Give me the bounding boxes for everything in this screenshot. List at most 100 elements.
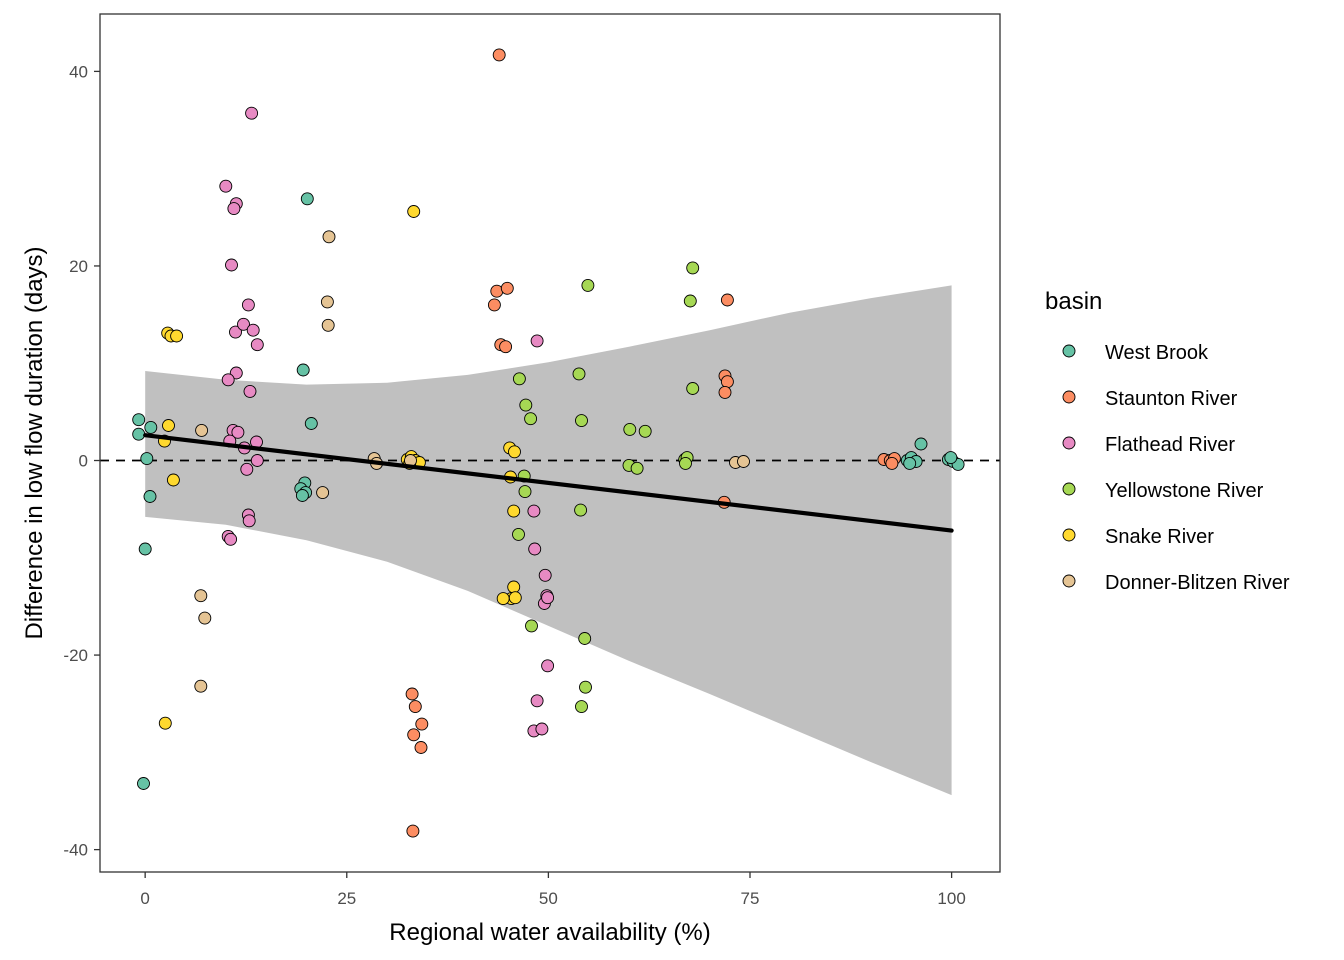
data-point (575, 700, 588, 714)
data-point (718, 385, 732, 399)
legend-item: West Brook (1062, 342, 1209, 364)
panel-border (99, 13, 1001, 873)
data-point (407, 728, 421, 742)
data-point (737, 455, 750, 468)
legend-item: Flathead River (1062, 434, 1235, 456)
data-point (572, 367, 586, 381)
data-point (170, 329, 184, 343)
x-axis-title: Regional water availability (%) (389, 919, 710, 946)
data-point (227, 202, 241, 216)
data-point (574, 503, 588, 517)
data-point (250, 454, 264, 467)
data-point (140, 452, 154, 466)
data-point (321, 318, 335, 332)
data-point (630, 461, 644, 475)
data-point (541, 591, 555, 605)
data-point (240, 462, 254, 476)
data-point (415, 717, 429, 731)
data-point (237, 317, 250, 331)
data-point (578, 632, 592, 645)
data-point (525, 619, 538, 633)
data-point (243, 384, 257, 398)
data-point (295, 489, 309, 502)
legend-label: Yellowstone River (1105, 480, 1264, 502)
data-point (492, 48, 506, 62)
x-tick-label: 100 (937, 889, 965, 908)
data-point (527, 504, 541, 518)
data-point (575, 414, 588, 428)
legend-key (1062, 436, 1076, 450)
data-point (528, 542, 542, 556)
data-point (720, 375, 734, 389)
data-point (683, 294, 697, 308)
data-point (686, 261, 700, 275)
data-point (414, 741, 428, 754)
data-point (720, 293, 734, 307)
data-point (524, 412, 538, 426)
legend: West Brook Staunton River Flathead River Ye… (1062, 342, 1290, 594)
data-point (508, 445, 521, 459)
series-staunton-river (405, 48, 901, 838)
data-point (246, 323, 260, 337)
data-point (530, 334, 544, 348)
trend-line (143, 433, 954, 533)
x-axis: 0 25 50 75 100 (140, 872, 966, 908)
data-point (231, 425, 245, 439)
data-point (195, 423, 209, 437)
y-tick-label: 40 (69, 62, 88, 81)
data-point (518, 485, 532, 499)
data-point (519, 398, 533, 412)
y-axis-title: Difference in low flow duration (days) (21, 246, 48, 639)
legend-label: West Brook (1105, 342, 1209, 364)
data-point (322, 230, 336, 244)
legend-item: Donner-Blitzen River (1062, 572, 1290, 594)
legend-item: Staunton River (1062, 388, 1238, 410)
legend-key (1062, 344, 1076, 358)
data-point (241, 298, 255, 312)
data-point (242, 514, 256, 528)
data-point (496, 592, 510, 606)
data-point (132, 413, 146, 427)
data-point (944, 451, 958, 465)
series-west-brook (132, 192, 965, 790)
data-point (679, 456, 692, 470)
x-tick-label: 75 (741, 889, 760, 908)
x-tick-label: 25 (337, 889, 356, 908)
data-point (512, 372, 526, 386)
data-point (487, 298, 501, 312)
data-point (500, 281, 514, 295)
data-point (535, 722, 549, 736)
x-tick-label: 0 (140, 889, 149, 908)
legend-label: Donner-Blitzen River (1105, 572, 1290, 594)
data-point (408, 700, 422, 714)
legend-label: Snake River (1105, 526, 1214, 548)
legend-label: Flathead River (1105, 434, 1235, 456)
data-point (300, 192, 314, 206)
data-point (530, 694, 544, 708)
data-point (405, 687, 419, 701)
data-point (316, 486, 330, 500)
legend-key (1062, 482, 1076, 496)
data-point (245, 106, 259, 120)
data-point (304, 417, 318, 430)
data-point (579, 680, 592, 694)
data-point (507, 504, 521, 518)
y-tick-label: 20 (69, 257, 88, 276)
confidence-ribbon (145, 285, 952, 796)
data-point (158, 716, 172, 730)
data-point (296, 363, 310, 377)
data-point (132, 427, 146, 441)
data-point (903, 456, 917, 470)
data-point (194, 679, 208, 693)
data-point (250, 338, 264, 352)
data-point (507, 580, 521, 594)
legend-item: Yellowstone River (1062, 480, 1264, 502)
data-point (499, 340, 513, 354)
data-point (166, 473, 180, 487)
data-point (623, 422, 637, 436)
legend-label: Staunton River (1105, 388, 1238, 410)
data-point (541, 659, 555, 673)
data-point (407, 205, 421, 218)
data-point (138, 542, 152, 556)
